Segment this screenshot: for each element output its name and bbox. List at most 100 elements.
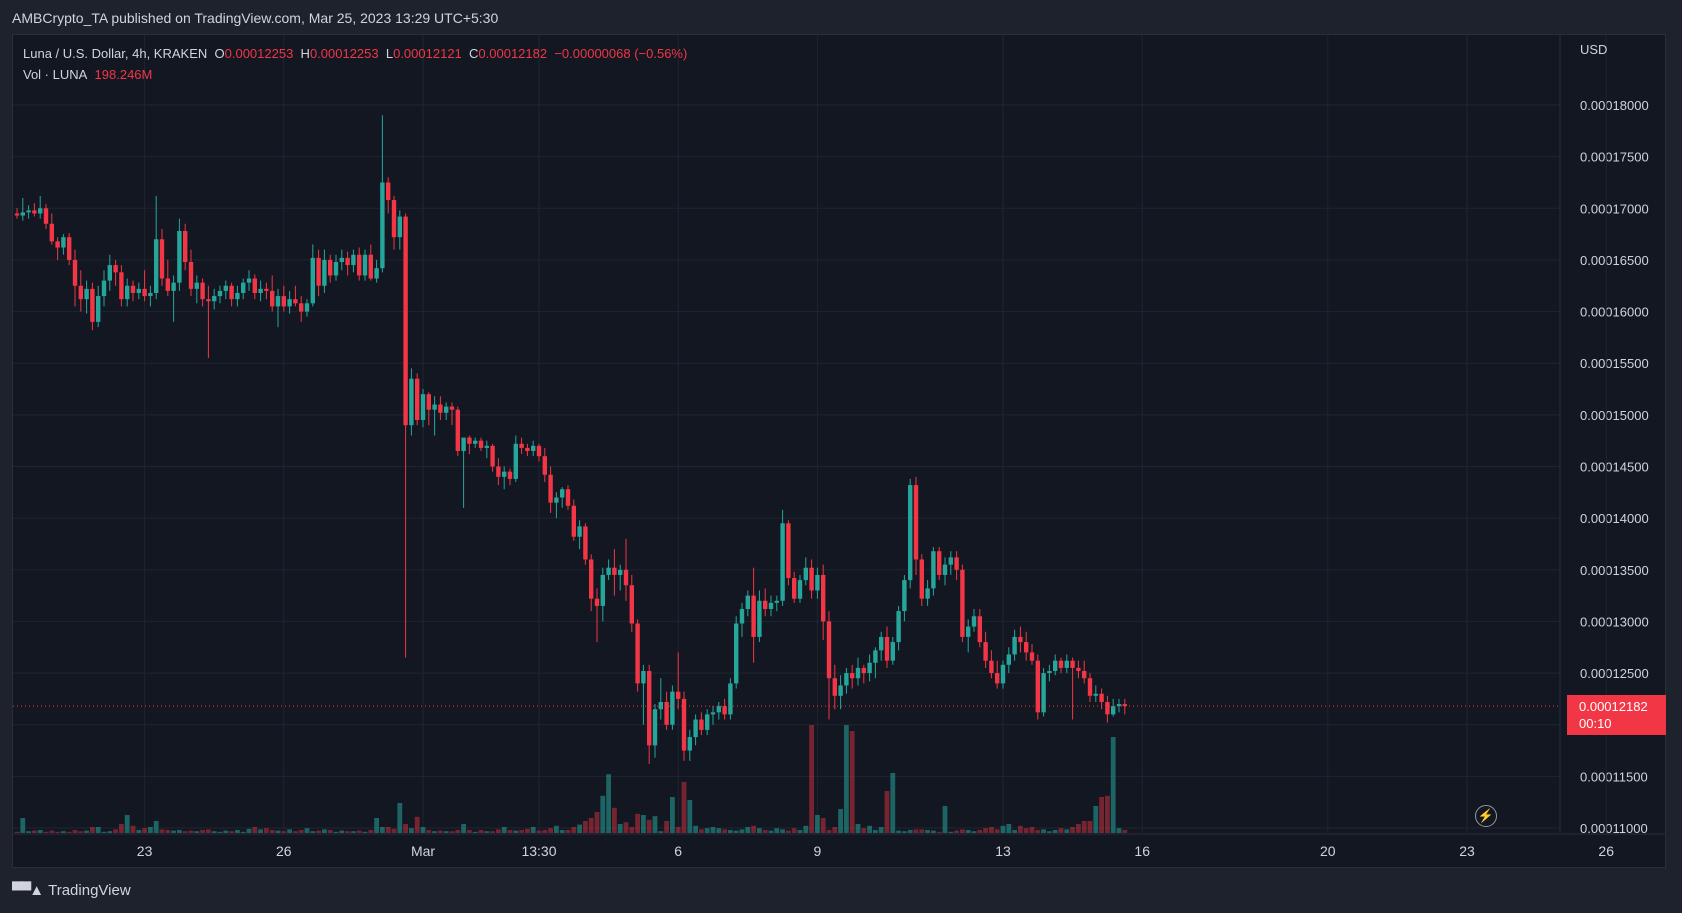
- volume-bar: [919, 829, 925, 833]
- tradingview-logo-icon: ▀▀▲: [12, 882, 44, 899]
- volume-bar: [838, 809, 843, 833]
- candle-body: [304, 303, 310, 312]
- low-value: 0.00012121: [393, 46, 462, 61]
- candle-body: [148, 292, 153, 297]
- candle-body: [519, 443, 524, 448]
- volume-bar: [345, 831, 350, 833]
- volume-bar: [960, 829, 965, 833]
- volume-bar: [693, 825, 698, 833]
- candle-body: [299, 303, 304, 312]
- volume-label[interactable]: Vol · LUNA: [23, 67, 88, 82]
- candle-body: [693, 719, 698, 738]
- volume-bar: [472, 831, 478, 833]
- candle-body: [119, 272, 124, 300]
- volume-bar: [1093, 806, 1099, 833]
- footer-brand[interactable]: ▀▀▲ TradingView: [12, 882, 131, 899]
- volume-bar: [913, 829, 919, 833]
- candle-body: [14, 213, 20, 216]
- candle-body: [942, 564, 948, 575]
- x-tick-label: 16: [1134, 843, 1150, 859]
- volume-bar: [675, 827, 681, 833]
- volume-bar: [936, 831, 942, 833]
- candle-body: [548, 474, 553, 503]
- volume-bar: [43, 831, 49, 833]
- volume-bar: [1029, 827, 1035, 833]
- candle-body: [125, 285, 130, 300]
- volume-bar: [867, 825, 872, 833]
- candle-body: [995, 673, 1000, 684]
- volume-bar: [971, 831, 977, 833]
- candle-body: [49, 223, 54, 242]
- currency-label[interactable]: USD: [1580, 42, 1608, 57]
- candle-body: [32, 210, 37, 214]
- volume-bar: [182, 831, 188, 833]
- volume-bar: [142, 828, 147, 833]
- candle-body: [745, 595, 750, 610]
- volume-bar: [861, 828, 867, 833]
- symbol-label[interactable]: Luna / U.S. Dollar, 4h, KRAKEN: [23, 46, 208, 61]
- volume-bar: [1099, 797, 1104, 833]
- volume-bar: [989, 827, 994, 833]
- volume-bar: [78, 831, 84, 833]
- candle-body: [223, 285, 228, 291]
- volume-bar: [130, 825, 136, 833]
- candle-body: [241, 282, 246, 293]
- candle-body: [194, 282, 199, 289]
- volume-bar: [878, 827, 884, 833]
- candle-body: [664, 701, 669, 725]
- candle-body: [960, 569, 965, 637]
- candle-body: [983, 642, 988, 661]
- candle-body: [913, 485, 919, 560]
- volume-bar: [385, 827, 391, 833]
- lightning-icon[interactable]: ⚡: [1475, 805, 1497, 827]
- volume-bar: [455, 830, 461, 833]
- candle-body: [577, 526, 582, 537]
- last-price-tag: 0.00012182 00:10: [1567, 695, 1666, 735]
- candle-body: [855, 667, 861, 679]
- candle-body: [142, 288, 147, 297]
- candle-body: [606, 567, 611, 575]
- volume-bar: [84, 830, 89, 833]
- candle-body: [1070, 660, 1075, 668]
- volume-bar: [559, 830, 565, 833]
- volume-bar: [188, 830, 194, 833]
- volume-bar: [426, 830, 432, 833]
- candle-body: [90, 288, 95, 322]
- volume-bar: [252, 827, 258, 833]
- candle-body: [757, 600, 762, 637]
- candle-body: [734, 623, 739, 684]
- volume-bar: [646, 819, 652, 833]
- y-tick-label: 0.00015500: [1580, 356, 1649, 371]
- volume-bar: [507, 830, 513, 833]
- candle-body: [397, 216, 402, 238]
- volume-bar: [478, 830, 484, 833]
- volume-bar: [1081, 821, 1087, 833]
- volume-bar: [820, 818, 826, 833]
- candle-body: [438, 404, 443, 413]
- candle-body: [96, 296, 101, 322]
- candle-body: [206, 299, 211, 302]
- candle-body: [310, 257, 315, 304]
- volume-bar: [287, 829, 292, 833]
- volume-bar: [681, 782, 687, 833]
- candle-body: [490, 445, 495, 467]
- volume-bar: [14, 831, 20, 833]
- y-tick-label: 0.00015000: [1580, 408, 1649, 423]
- volume-bar: [768, 830, 774, 833]
- volume-bar: [490, 831, 495, 833]
- volume-bar: [391, 828, 397, 833]
- candle-body: [159, 239, 165, 279]
- chart-panel[interactable]: [12, 34, 1666, 868]
- volume-bar: [612, 807, 617, 833]
- candle-body: [415, 378, 420, 421]
- volume-bar: [229, 831, 234, 833]
- volume-bar: [26, 831, 31, 833]
- volume-bar: [600, 795, 606, 833]
- candle-body: [362, 254, 368, 276]
- volume-bar: [1076, 824, 1081, 833]
- candle-body: [1000, 664, 1006, 684]
- volume-bar: [246, 828, 252, 833]
- candle-body: [768, 602, 774, 610]
- close-value: 0.00012182: [478, 46, 548, 61]
